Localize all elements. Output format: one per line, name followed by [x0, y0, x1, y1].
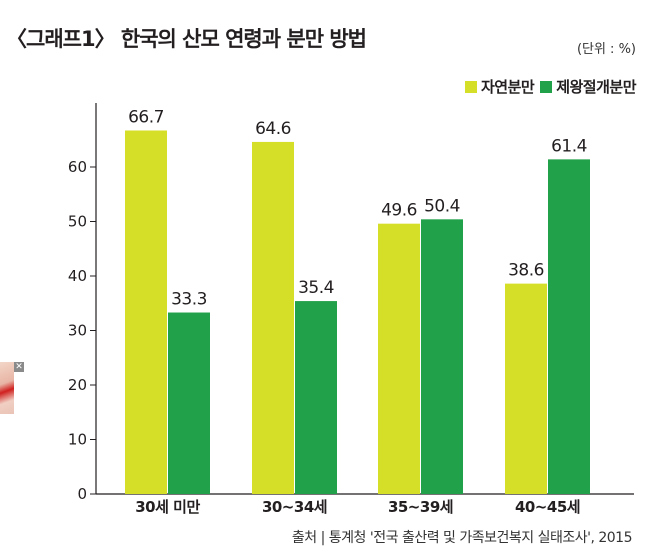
legend-label-natural: 자연분만	[480, 78, 535, 96]
legend-item-cesarean: 제왕절개분만	[540, 76, 636, 97]
x-tick-label: 35~39세	[388, 498, 453, 516]
chart-title: 〈그래프1〉 한국의 산모 연령과 분만 방법	[6, 27, 367, 51]
source-note: 출처 | 통계청 '전국 출산력 및 가족보건복지 실태조사', 2015	[291, 530, 633, 546]
data-label: 49.6	[381, 201, 417, 221]
unit-label: (단위 : %)	[576, 42, 636, 57]
data-label: 66.7	[128, 107, 164, 127]
y-tick-label: 60	[68, 158, 87, 176]
bar-cesarean	[421, 219, 463, 494]
data-label: 64.6	[255, 119, 291, 139]
y-tick-label: 50	[68, 213, 87, 231]
legend: 자연분만 제왕절개분만	[464, 76, 636, 97]
data-label: 38.6	[508, 261, 544, 281]
data-label: 50.4	[424, 196, 460, 216]
ad-thumbnail[interactable]	[0, 362, 14, 414]
bar-natural	[378, 223, 420, 494]
y-tick-label: 40	[68, 267, 87, 285]
data-label: 61.4	[551, 136, 587, 156]
data-label: 35.4	[298, 278, 334, 298]
y-tick-label: 0	[77, 485, 87, 503]
bar-natural	[505, 283, 547, 494]
legend-label-cesarean: 제왕절개분만	[556, 78, 636, 96]
y-tick-label: 20	[68, 376, 87, 394]
close-icon[interactable]: ✕	[14, 362, 24, 372]
bar-cesarean	[548, 159, 590, 494]
y-tick-label: 30	[68, 322, 87, 340]
x-tick-label: 40~45세	[515, 498, 580, 516]
legend-swatch-natural	[464, 80, 477, 93]
legend-swatch-cesarean	[540, 80, 553, 93]
bar-cesarean	[295, 301, 337, 494]
bar-cesarean	[168, 312, 210, 494]
legend-item-natural: 자연분만	[464, 76, 535, 97]
data-label: 33.3	[171, 290, 207, 310]
x-tick-label: 30세 미만	[135, 498, 200, 516]
y-tick-label: 10	[68, 431, 87, 449]
bar-natural	[252, 141, 294, 494]
bar-natural	[125, 130, 167, 495]
x-tick-label: 30~34세	[262, 498, 327, 516]
